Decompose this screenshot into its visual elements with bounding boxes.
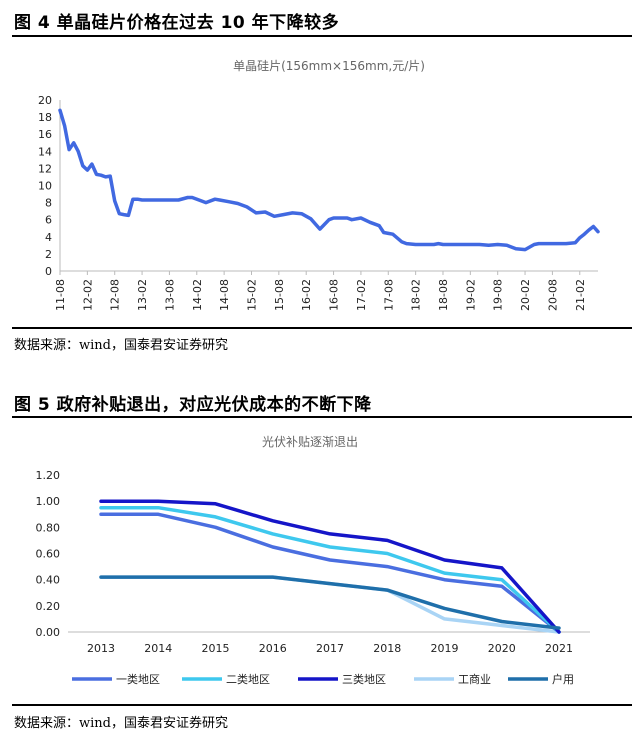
y-tick-label: 0.00 — [36, 626, 61, 639]
x-tick-label: 2019 — [431, 642, 459, 655]
x-tick-label: 19-02 — [464, 279, 477, 311]
figure-5-source: 数据来源：wind，国泰君安证券研究 — [14, 716, 228, 731]
y-tick-label: 0.60 — [36, 548, 61, 561]
x-tick-label: 12-08 — [109, 279, 122, 311]
x-tick-label: 14-02 — [191, 279, 204, 311]
x-tick-label: 21-02 — [574, 279, 587, 311]
y-tick-label: 0.40 — [36, 574, 61, 587]
x-tick-label: 2015 — [202, 642, 230, 655]
y-tick-label: 4 — [45, 231, 52, 244]
y-tick-label: 0.20 — [36, 600, 61, 613]
legend-label: 户用 — [552, 672, 574, 686]
y-tick-label: 6 — [45, 214, 52, 227]
x-tick-label: 2020 — [488, 642, 516, 655]
figure-5-title: 图 5 政府补贴退出，对应光伏成本的不断下降 — [14, 395, 372, 415]
y-tick-label: 12 — [38, 162, 52, 175]
series-line-2 — [99, 505, 561, 634]
x-tick-label: 15-08 — [273, 279, 286, 311]
legend-label: 三类地区 — [342, 672, 386, 686]
x-tick-label: 12-02 — [81, 279, 94, 311]
y-tick-label: 8 — [45, 197, 52, 210]
chart-title: 单晶硅片(156mm×156mm,元/片) — [233, 59, 425, 73]
y-tick-label: 18 — [38, 111, 52, 124]
pv-subsidy-chart: 光伏补贴逐渐退出 0.00 0.20 0.40 0.60 0.80 1.00 1.20 2013… — [36, 435, 590, 686]
y-tick-label: 14 — [38, 145, 52, 158]
x-tick-label: 19-08 — [492, 279, 505, 311]
silicon-wafer-price-chart: 单晶硅片(156mm×156mm,元/片) 0 2 4 6 8 10 12 14 16 18 20 11… — [38, 59, 600, 311]
figure-4-source: 数据来源：wind，国泰君安证券研究 — [14, 338, 228, 353]
x-tick-label: 15-02 — [245, 279, 258, 311]
figure-5-bottom-rule — [12, 704, 632, 706]
figure-4-top-rule — [12, 35, 632, 37]
y-tick-label: 1.00 — [36, 495, 61, 508]
y-tick-label: 16 — [38, 128, 52, 141]
legend-label: 一类地区 — [116, 672, 160, 686]
figure-4-title: 图 4 单晶硅片价格在过去 10 年下降较多 — [14, 13, 340, 33]
x-tick-label: 13-02 — [136, 279, 149, 311]
x-tick-label: 16-08 — [328, 279, 341, 311]
legend-label: 工商业 — [458, 672, 491, 686]
y-tick-label: 10 — [38, 180, 52, 193]
x-tick-label: 2018 — [373, 642, 401, 655]
x-tick-label: 20-08 — [546, 279, 559, 311]
x-tick-label: 14-08 — [218, 279, 231, 311]
x-tick-label: 2014 — [144, 642, 172, 655]
y-tick-label: 2 — [45, 248, 52, 261]
y-tick-label: 1.20 — [36, 469, 61, 482]
x-tick-label: 2013 — [87, 642, 115, 655]
x-tick-label: 18-02 — [410, 279, 423, 311]
x-tick-label: 18-08 — [437, 279, 450, 311]
price-series-line — [58, 108, 600, 252]
x-tick-label: 20-02 — [519, 279, 532, 311]
x-tick-label: 13-08 — [163, 279, 176, 311]
x-tick-label: 17-08 — [382, 279, 395, 311]
x-tick-label: 2017 — [316, 642, 344, 655]
figure-5-top-rule — [12, 416, 632, 418]
figure-4-bottom-rule — [12, 327, 632, 329]
series-line-3 — [99, 499, 561, 634]
x-tick-label: 11-08 — [54, 279, 67, 311]
series-line-5 — [99, 575, 561, 630]
y-tick-label: 0 — [45, 265, 52, 278]
x-tick-label: 17-02 — [355, 279, 368, 311]
y-tick-label: 0.80 — [36, 521, 61, 534]
series-line-1 — [99, 512, 561, 634]
y-tick-label: 20 — [38, 94, 52, 107]
legend-label: 二类地区 — [226, 672, 270, 686]
x-tick-label: 16-02 — [300, 279, 313, 311]
x-tick-label: 2021 — [545, 642, 573, 655]
chart-title: 光伏补贴逐渐退出 — [262, 435, 358, 449]
x-tick-label: 2016 — [259, 642, 287, 655]
